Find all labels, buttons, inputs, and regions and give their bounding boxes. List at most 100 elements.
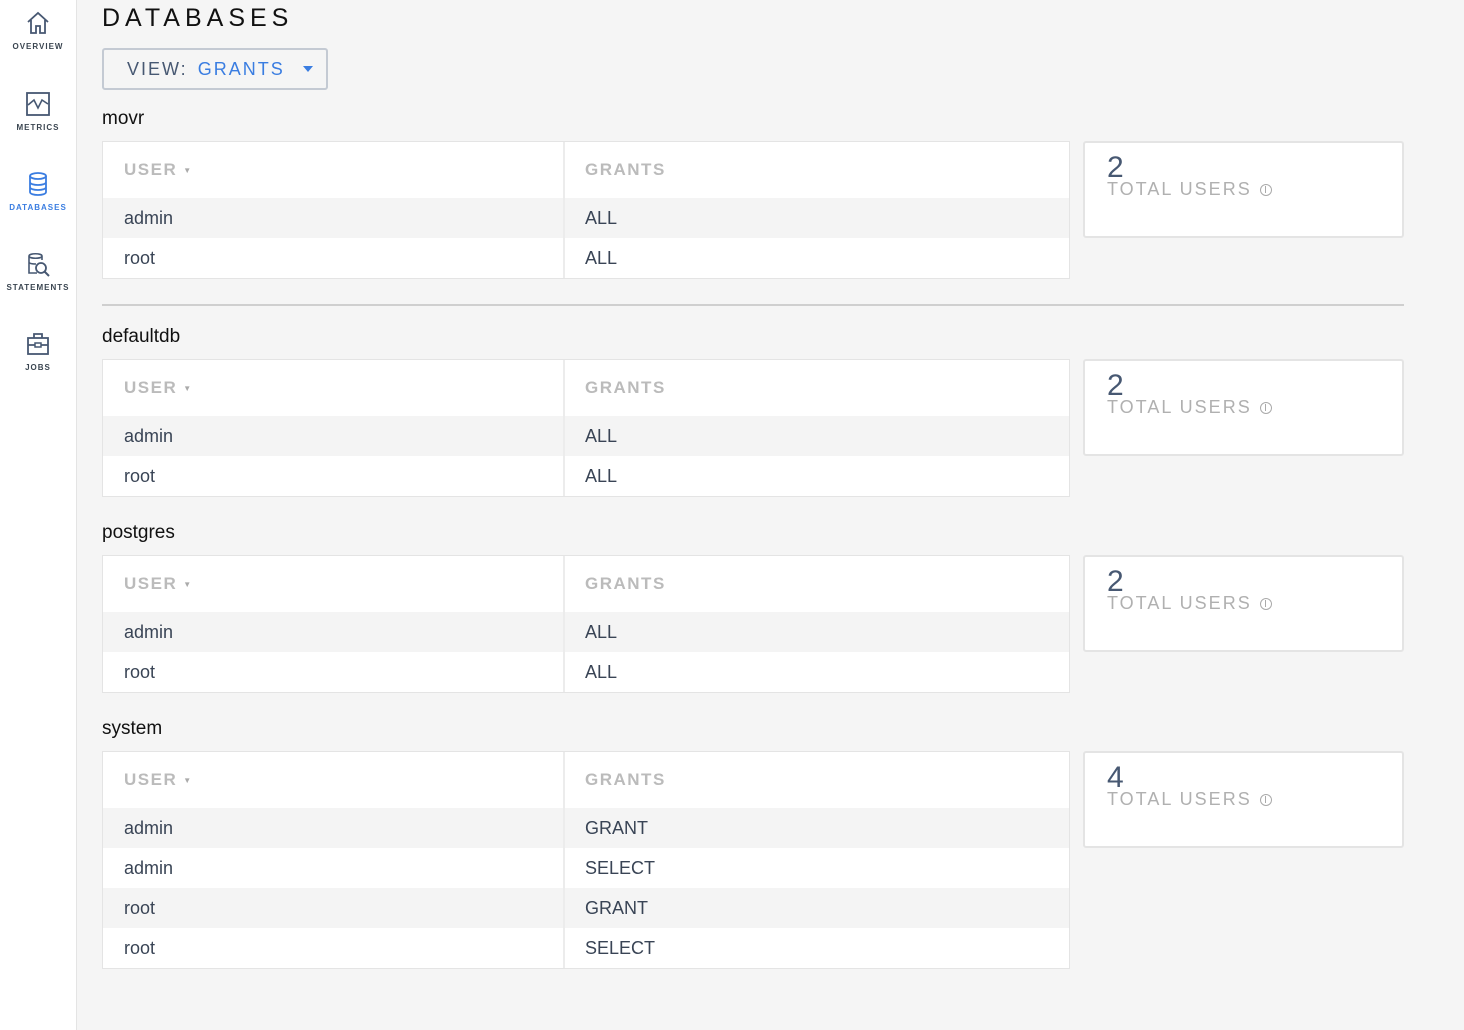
grant-cell: GRANT [585,897,648,918]
info-icon[interactable] [1259,401,1272,414]
grant-cell: SELECT [585,937,656,958]
view-label: VIEW: [127,58,188,79]
database-icon [29,172,47,196]
user-column-header[interactable]: USER ▼ [103,142,565,198]
user-column-header[interactable]: USER ▼ [103,360,565,416]
header-label: USER [124,770,178,789]
total-users-label: TOTAL USERS [1107,397,1252,417]
total-users-label: TOTAL USERS [1107,179,1252,199]
table-row: root SELECT [103,928,1069,968]
user-cell: admin [103,612,565,652]
sidebar-item-metrics[interactable]: METRICS [0,91,76,132]
sidebar-item-label: JOBS [25,363,51,372]
user-cell: admin [103,848,565,888]
table-row: admin ALL [103,612,1069,652]
user-cell: root [103,888,565,928]
sidebar-item-label: DATABASES [9,203,67,212]
jobs-icon [27,333,49,355]
header-label: USER [124,574,178,593]
user-column-header[interactable]: USER ▼ [103,752,565,808]
user-cell: root [103,652,565,692]
total-users-count: 4 [1107,761,1124,794]
table-header: USER ▼ GRANTS [103,142,1069,198]
caret-down-icon [302,66,313,72]
total-users-label: TOTAL USERS [1107,789,1252,809]
home-icon [27,11,49,34]
total-users-card: 4 TOTAL USERS [1083,751,1404,848]
database-name: postgres [102,522,175,543]
database-section: system USER ▼ GRANTS admin GRANT admin SE… [102,718,1404,969]
grant-cell: ALL [585,465,618,486]
database-name: system [102,718,163,739]
total-users-card: 2 TOTAL USERS [1083,555,1404,652]
grants-column-header: GRANTS [585,160,666,179]
database-section: defaultdb USER ▼ GRANTS admin ALL root AL… [102,326,1404,497]
table-header: USER ▼ GRANTS [103,556,1069,612]
grants-table: USER ▼ GRANTS admin ALL root ALL [102,141,1070,279]
statements-icon [28,252,50,277]
user-cell: root [103,456,565,496]
sort-caret-icon: ▼ [183,383,193,393]
total-users-card: 2 TOTAL USERS [1083,359,1404,456]
table-row: root ALL [103,238,1069,278]
table-row: admin ALL [103,198,1069,238]
sort-caret-icon: ▼ [183,165,193,175]
grants-table: USER ▼ GRANTS admin ALL root ALL [102,359,1070,497]
table-row: root ALL [103,652,1069,692]
view-value: GRANTS [197,58,285,79]
grant-cell: SELECT [585,857,656,878]
database-section: movr USER ▼ GRANTS admin ALL root ALL 2 T… [102,108,1404,279]
database-section: postgres USER ▼ GRANTS admin ALL root ALL… [102,522,1404,693]
database-name: movr [102,108,145,129]
info-icon[interactable] [1259,597,1272,610]
sidebar-item-overview[interactable]: OVERVIEW [0,10,76,51]
table-row: root GRANT [103,888,1069,928]
header-label: USER [124,378,178,397]
sidebar-item-statements[interactable]: STATEMENTS [0,251,76,292]
total-users-count: 2 [1107,151,1124,184]
table-row: admin ALL [103,416,1069,456]
sidebar-item-jobs[interactable]: JOBS [0,331,76,372]
grant-cell: ALL [585,247,618,268]
sidebar-item-label: STATEMENTS [6,283,70,292]
user-cell: admin [103,198,565,238]
sidebar-item-label: METRICS [16,123,60,132]
grant-cell: ALL [585,621,618,642]
page-title: DATABASES [102,4,294,32]
grants-column-header: GRANTS [585,378,666,397]
view-dropdown[interactable]: VIEW: GRANTS [102,48,328,90]
metrics-icon [26,92,50,116]
total-users-card: 2 TOTAL USERS [1083,141,1404,238]
user-cell: root [103,928,565,968]
grant-cell: ALL [585,207,618,228]
grant-cell: ALL [585,661,618,682]
grants-column-header: GRANTS [585,574,666,593]
table-row: admin GRANT [103,808,1069,848]
grant-cell: ALL [585,425,618,446]
table-row: root ALL [103,456,1069,496]
header-label: USER [124,160,178,179]
user-cell: admin [103,416,565,456]
grants-column-header: GRANTS [585,770,666,789]
grant-cell: GRANT [585,817,648,838]
total-users-count: 2 [1107,369,1124,402]
grants-table: USER ▼ GRANTS admin ALL root ALL [102,555,1070,693]
sidebar: OVERVIEW METRICS DATABASES STATEMENTS JO… [0,0,77,1030]
user-column-header[interactable]: USER ▼ [103,556,565,612]
table-header: USER ▼ GRANTS [103,360,1069,416]
total-users-label: TOTAL USERS [1107,593,1252,613]
table-row: admin SELECT [103,848,1069,888]
total-users-count: 2 [1107,565,1124,598]
sidebar-item-databases[interactable]: DATABASES [0,171,76,212]
user-cell: admin [103,808,565,848]
grants-table: USER ▼ GRANTS admin GRANT admin SELECT ro… [102,751,1070,969]
info-icon[interactable] [1259,183,1272,196]
section-divider [102,304,1404,306]
database-name: defaultdb [102,326,181,347]
sidebar-item-label: OVERVIEW [12,42,64,51]
table-header: USER ▼ GRANTS [103,752,1069,808]
sort-caret-icon: ▼ [183,775,193,785]
info-icon[interactable] [1259,793,1272,806]
sort-caret-icon: ▼ [183,579,193,589]
user-cell: root [103,238,565,278]
